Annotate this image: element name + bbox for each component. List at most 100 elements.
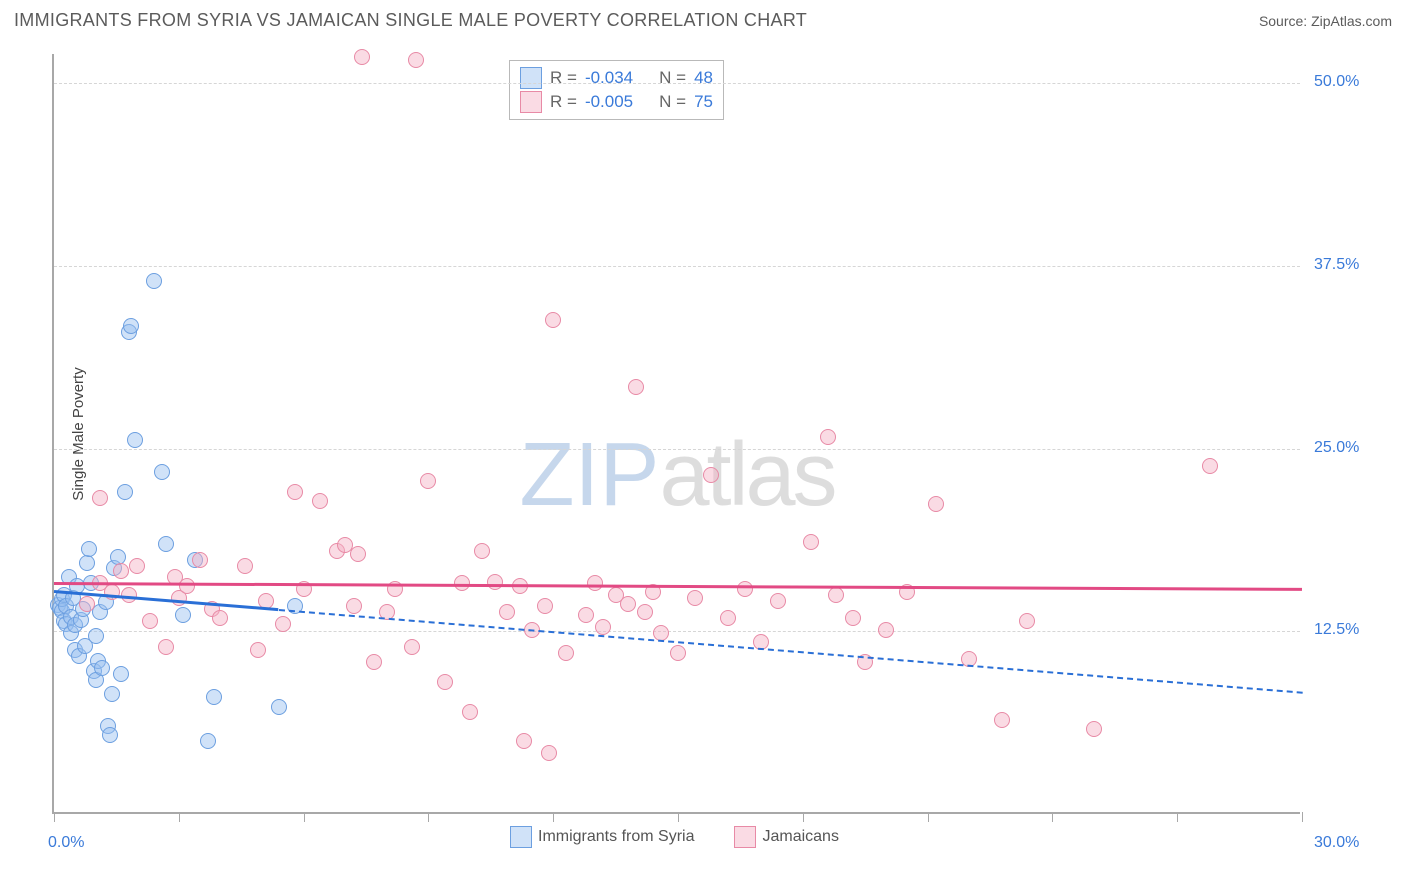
data-point (516, 733, 532, 749)
data-point (88, 628, 104, 644)
data-point (179, 578, 195, 594)
trend-line-dashed (279, 609, 1303, 694)
n-label: N = (659, 66, 686, 90)
data-point (770, 593, 786, 609)
r-label: R = (550, 66, 577, 90)
data-point (158, 639, 174, 655)
x-tick (304, 812, 305, 822)
data-point (113, 563, 129, 579)
data-point (545, 312, 561, 328)
legend-swatch (520, 91, 542, 113)
data-point (200, 733, 216, 749)
data-point (346, 598, 362, 614)
data-point (558, 645, 574, 661)
data-point (350, 546, 366, 562)
x-tick (1177, 812, 1178, 822)
r-value: -0.034 (585, 66, 633, 90)
data-point (127, 432, 143, 448)
data-point (653, 625, 669, 641)
data-point (354, 49, 370, 65)
data-point (312, 493, 328, 509)
stats-row: R =-0.005N =75 (520, 90, 713, 114)
data-point (117, 484, 133, 500)
data-point (123, 318, 139, 334)
data-point (420, 473, 436, 489)
data-point (462, 704, 478, 720)
data-point (437, 674, 453, 690)
stats-row: R = -0.034 N = 48 (520, 66, 713, 90)
data-point (687, 590, 703, 606)
watermark-zip: ZIP (519, 425, 659, 525)
footer-legend: Immigrants from Syria Jamaicans (510, 826, 839, 848)
legend-item: Jamaicans (734, 826, 838, 848)
n-value: 48 (694, 66, 713, 90)
trend-line (54, 582, 1302, 591)
data-point (1086, 721, 1102, 737)
x-max-label: 30.0% (1314, 834, 1359, 852)
data-point (499, 604, 515, 620)
data-point (271, 699, 287, 715)
data-point (720, 610, 736, 626)
data-point (703, 467, 719, 483)
x-tick (553, 812, 554, 822)
data-point (578, 607, 594, 623)
legend-label: Jamaicans (762, 828, 838, 845)
x-tick (179, 812, 180, 822)
y-tick-label: 50.0% (1314, 73, 1359, 91)
data-point (541, 745, 557, 761)
data-point (104, 686, 120, 702)
y-tick-label: 25.0% (1314, 439, 1359, 457)
data-point (250, 642, 266, 658)
stats-legend: R =-0.034N =48R =-0.005N =75 (509, 60, 724, 120)
data-point (1202, 458, 1218, 474)
data-point (820, 429, 836, 445)
gridline (54, 449, 1300, 450)
data-point (637, 604, 653, 620)
data-point (146, 273, 162, 289)
x-tick (928, 812, 929, 822)
legend-swatch (520, 67, 542, 89)
legend-swatch (510, 826, 532, 848)
data-point (1019, 613, 1035, 629)
data-point (670, 645, 686, 661)
data-point (803, 534, 819, 550)
data-point (79, 596, 95, 612)
x-tick (1302, 812, 1303, 822)
data-point (845, 610, 861, 626)
gridline (54, 83, 1300, 84)
source-name: ZipAtlas.com (1311, 13, 1392, 29)
legend-label: Immigrants from Syria (538, 828, 694, 845)
data-point (587, 575, 603, 591)
data-point (81, 541, 97, 557)
plot-area: ZIPatlas R =-0.034N =48R =-0.005N =75 12… (52, 54, 1300, 814)
n-value: 75 (694, 90, 713, 114)
data-point (620, 596, 636, 612)
chart-title: IMMIGRANTS FROM SYRIA VS JAMAICAN SINGLE… (14, 10, 807, 31)
data-point (474, 543, 490, 559)
x-min-label: 0.0% (48, 834, 84, 852)
data-point (408, 52, 424, 68)
data-point (110, 549, 126, 565)
chart-container: Single Male Poverty ZIPatlas R =-0.034N … (52, 54, 1300, 814)
data-point (878, 622, 894, 638)
gridline (54, 266, 1300, 267)
data-point (92, 490, 108, 506)
data-point (595, 619, 611, 635)
data-point (737, 581, 753, 597)
title-bar: IMMIGRANTS FROM SYRIA VS JAMAICAN SINGLE… (0, 0, 1406, 37)
source-label: Source: (1259, 13, 1307, 29)
data-point (212, 610, 228, 626)
data-point (192, 552, 208, 568)
data-point (237, 558, 253, 574)
data-point (129, 558, 145, 574)
data-point (206, 689, 222, 705)
n-label: N = (659, 90, 686, 114)
data-point (487, 574, 503, 590)
y-tick-label: 37.5% (1314, 256, 1359, 274)
data-point (287, 484, 303, 500)
data-point (102, 727, 118, 743)
data-point (175, 607, 191, 623)
data-point (994, 712, 1010, 728)
data-point (154, 464, 170, 480)
data-point (928, 496, 944, 512)
